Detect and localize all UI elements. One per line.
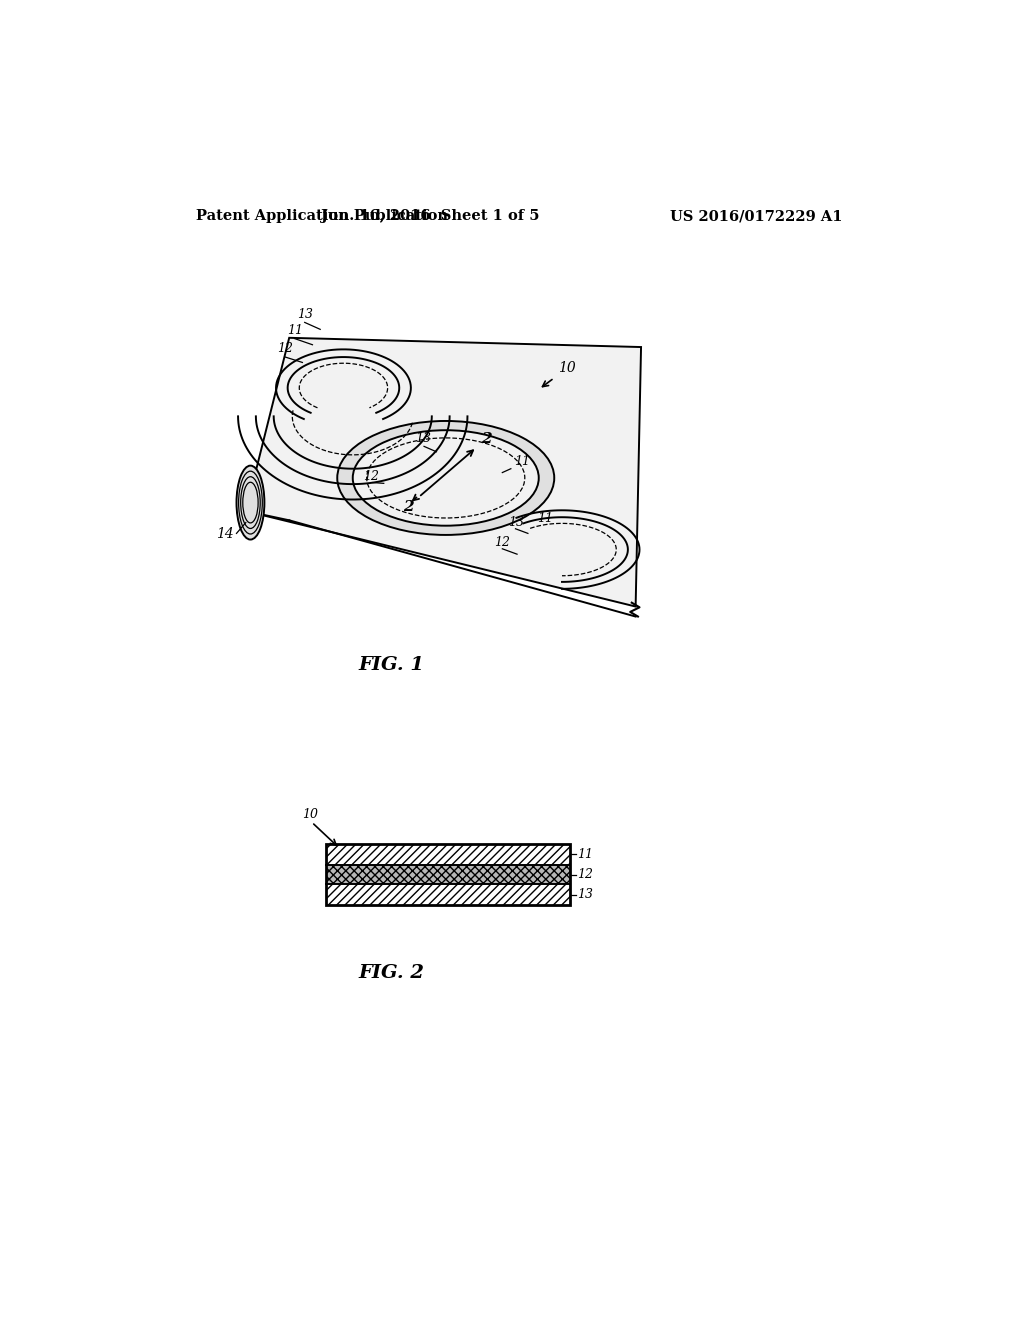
Bar [326,843,569,866]
Text: 13: 13 [578,888,594,902]
Text: 2: 2 [403,500,414,513]
Text: US 2016/0172229 A1: US 2016/0172229 A1 [671,209,843,223]
Text: FIG. 2: FIG. 2 [358,964,425,982]
Ellipse shape [237,466,264,540]
Text: 10: 10 [302,808,318,821]
Bar [326,884,569,906]
Text: 2: 2 [480,433,492,446]
Bar [326,843,569,866]
Bar [326,884,569,906]
Text: 12: 12 [278,342,294,355]
Text: Patent Application Publication: Patent Application Publication [197,209,449,223]
Text: 11: 11 [538,512,553,525]
Text: 12: 12 [578,869,594,880]
Text: Jun. 16, 2016  Sheet 1 of 5: Jun. 16, 2016 Sheet 1 of 5 [321,209,540,223]
Ellipse shape [352,430,539,525]
Text: 12: 12 [362,470,379,483]
Text: 11: 11 [578,847,594,861]
Text: 13: 13 [297,308,313,321]
Bar [326,843,569,906]
Text: 13: 13 [508,516,523,529]
Text: 14: 14 [216,527,234,541]
Ellipse shape [337,421,554,535]
Text: 13: 13 [415,432,431,445]
Text: 10: 10 [558,362,575,375]
Text: FIG. 1: FIG. 1 [358,656,425,675]
Text: 11: 11 [287,323,303,337]
Text: 11: 11 [514,455,530,467]
Bar [326,866,569,884]
Bar [326,866,569,884]
Polygon shape [246,338,641,607]
Text: 12: 12 [494,536,510,549]
